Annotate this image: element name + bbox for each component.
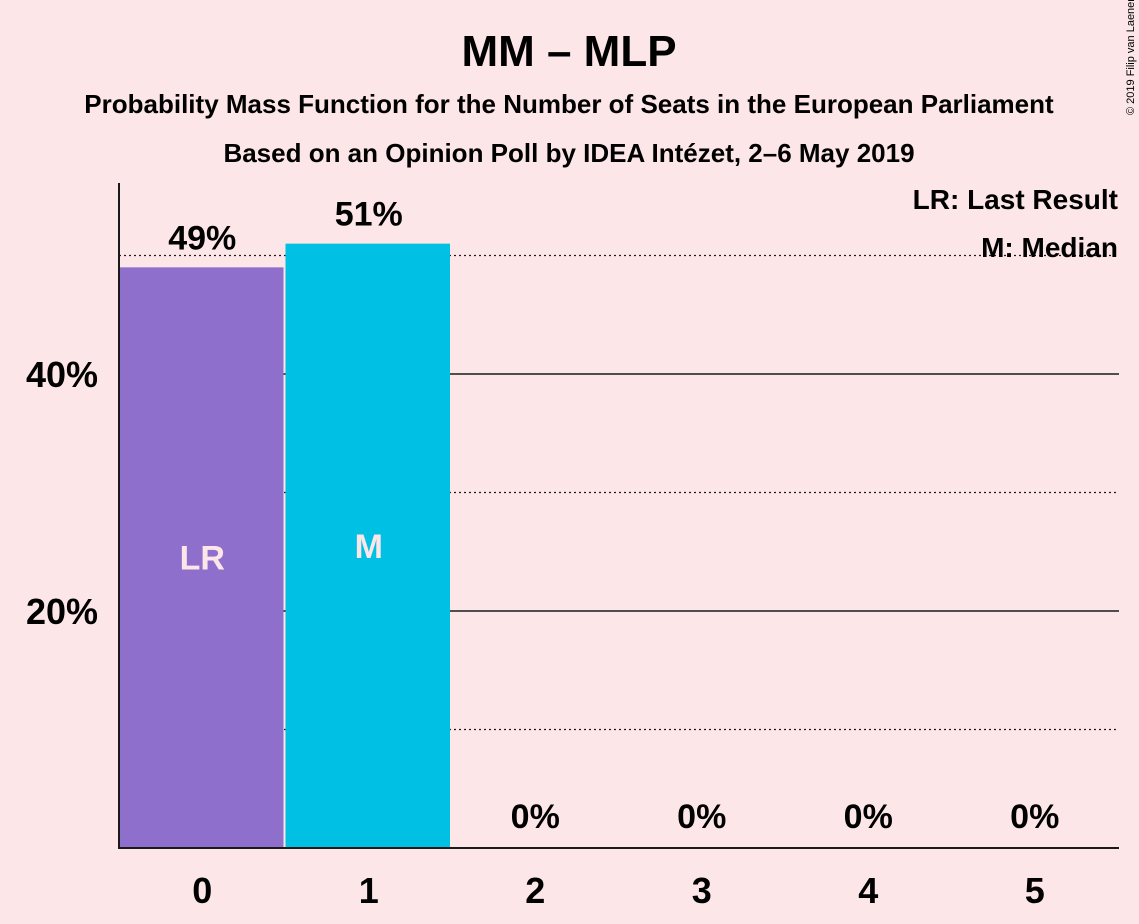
chart-source: Based on an Opinion Poll by IDEA Intézet…	[223, 138, 914, 168]
legend-last-result: LR: Last Result	[913, 184, 1118, 215]
x-tick-label: 3	[692, 870, 712, 911]
x-tick-label: 4	[858, 870, 878, 911]
x-tick-label: 5	[1025, 870, 1045, 911]
value-label-5: 0%	[1010, 798, 1059, 836]
copyright-notice: © 2019 Filip van Laenen	[1125, 0, 1137, 115]
x-ticks: 0 1 2 3 4 5	[192, 870, 1045, 911]
y-tick-label: 20%	[26, 591, 98, 632]
x-tick-label: 1	[359, 870, 379, 911]
value-labels: 49% LR 51% M 0% 0% 0% 0%	[168, 196, 1059, 836]
bars	[119, 243, 450, 849]
axes	[118, 183, 1119, 849]
bar-1	[285, 243, 450, 848]
value-label-2: 0%	[511, 798, 560, 836]
value-label-3: 0%	[677, 798, 726, 836]
chart-subtitle: Probability Mass Function for the Number…	[84, 89, 1054, 119]
value-label-1: 51%	[335, 196, 403, 234]
x-tick-label: 0	[192, 870, 212, 911]
y-ticks: 20% 40%	[26, 354, 98, 632]
legend-median: M: Median	[981, 232, 1118, 263]
bar-0	[119, 267, 284, 849]
x-tick-label: 2	[525, 870, 545, 911]
value-label-0: 49%	[168, 219, 236, 257]
value-label-4: 0%	[844, 798, 893, 836]
chart-title: MM – MLP	[461, 27, 676, 76]
bar-marker-M: M	[355, 528, 383, 566]
bar-marker-LR: LR	[180, 540, 225, 578]
y-tick-label: 40%	[26, 354, 98, 395]
